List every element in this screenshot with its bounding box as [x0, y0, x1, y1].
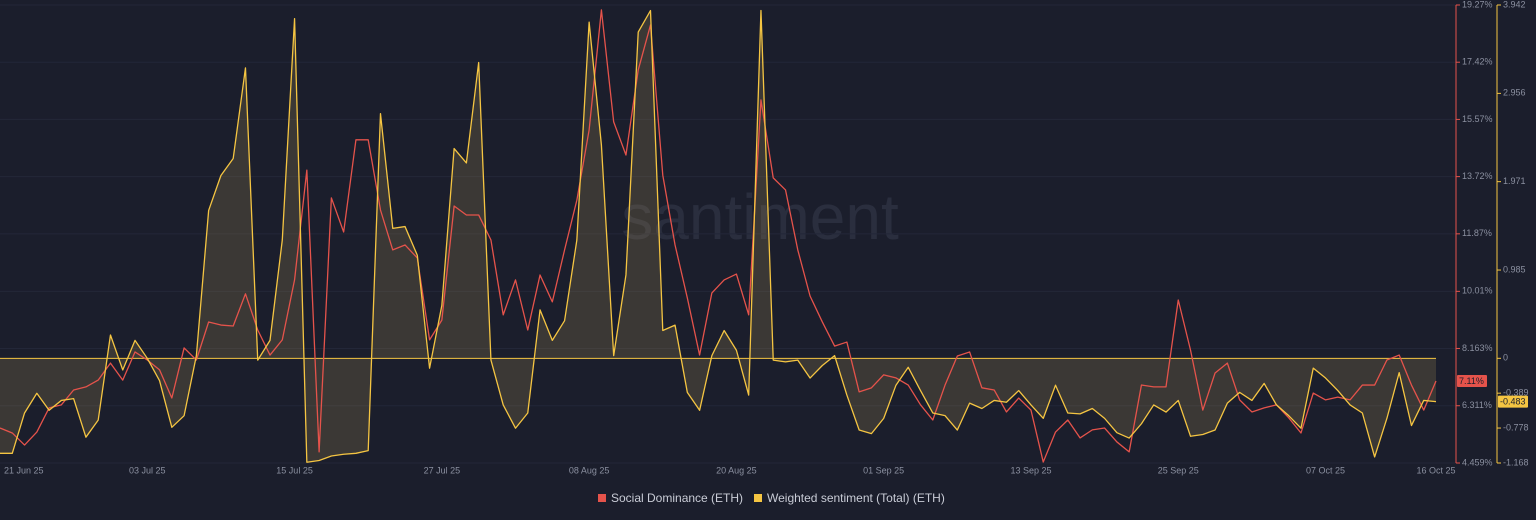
end-badge-box — [1498, 395, 1528, 408]
y-tick-label: 17.42% — [1462, 57, 1493, 67]
y2-tick-label: 0 — [1503, 353, 1508, 363]
y2-tick-label: 0.985 — [1503, 264, 1526, 274]
sentiment-area — [0, 10, 1436, 463]
x-tick-label: 16 Oct 25 — [1416, 465, 1455, 475]
y-tick-label: 6.311% — [1462, 400, 1492, 410]
end-badge: 7.11% — [1457, 375, 1487, 388]
y-tick-label: 19.27% — [1462, 0, 1493, 9]
x-tick-label: 07 Oct 25 — [1306, 465, 1345, 475]
y2-tick-label: -1.168 — [1503, 457, 1529, 467]
y-tick-label: 13.72% — [1462, 171, 1493, 181]
legend: Social Dominance (ETH) Weighted sentiment… — [598, 491, 945, 505]
legend-swatch — [598, 494, 606, 502]
y-tick-label: 10.01% — [1462, 286, 1493, 296]
legend-swatch — [754, 494, 762, 502]
y2-tick-label: -0.389 — [1503, 388, 1529, 398]
x-tick-label: 15 Jul 25 — [276, 465, 313, 475]
y-tick-label: 15.57% — [1462, 114, 1493, 124]
x-tick-label: 25 Sep 25 — [1158, 465, 1199, 475]
series-line — [0, 9, 1437, 463]
x-tick-label: 27 Jul 25 — [424, 465, 461, 475]
end-badge: -0.483 — [1498, 395, 1528, 408]
end-badge-box — [1457, 375, 1487, 388]
end-badge-label: -0.483 — [1500, 396, 1526, 406]
y2-tick-label: 2.956 — [1503, 88, 1526, 98]
y-tick-label: 11.87% — [1462, 228, 1492, 238]
x-tick-label: 20 Aug 25 — [716, 465, 757, 475]
y2-tick-label: 3.942 — [1503, 0, 1526, 9]
x-tick-label: 03 Jul 25 — [129, 465, 166, 475]
y-tick-label: 4.459% — [1462, 457, 1493, 467]
legend-label: Social Dominance (ETH) — [611, 491, 743, 505]
watermark: santiment — [621, 181, 899, 253]
y2-tick-label: -0.778 — [1503, 422, 1529, 432]
x-tick-label: 01 Sep 25 — [863, 465, 904, 475]
x-tick-label: 13 Sep 25 — [1010, 465, 1051, 475]
legend-label: Weighted sentiment (Total) (ETH) — [767, 491, 945, 505]
series-line — [0, 9, 1437, 463]
y2-tick-label: 1.971 — [1503, 176, 1526, 186]
x-tick-label: 21 Jun 25 — [4, 465, 44, 475]
end-badge-label: 7.11% — [1459, 376, 1484, 386]
x-tick-label: 08 Aug 25 — [569, 465, 610, 475]
y-tick-label: 8.163% — [1462, 343, 1493, 353]
